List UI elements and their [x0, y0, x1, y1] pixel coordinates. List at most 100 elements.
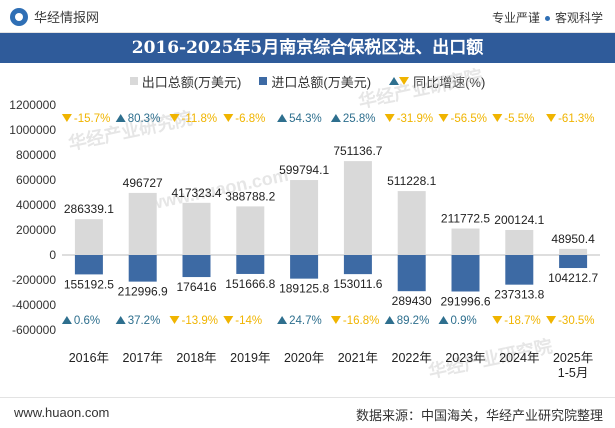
export-value-label: 417323.4	[171, 186, 221, 200]
footer-url[interactable]: www.huaon.com	[14, 405, 110, 420]
brand[interactable]: 华经情报网	[10, 7, 99, 26]
y-tick-label: 400000	[16, 198, 56, 212]
growth-down-icon	[61, 114, 72, 122]
import-value-label: 155192.5	[64, 277, 114, 291]
import-growth-label: -18.7%	[504, 315, 540, 327]
import-growth-label: 0.9%	[451, 315, 477, 327]
y-tick-label: -200000	[12, 273, 56, 287]
x-tick-label: 2018年	[176, 351, 216, 365]
export-bar	[236, 206, 265, 255]
legend-import-label: 进口总额(万美元)	[271, 74, 372, 90]
growth-down-icon	[223, 114, 234, 122]
y-tick-label: 1200000	[9, 98, 56, 112]
footer-source: 数据来源：中国海关，华经产业研究院整理	[355, 408, 603, 423]
import-value-label: 212996.9	[118, 285, 168, 299]
import-growth-label: 24.7%	[289, 315, 322, 327]
y-tick-label: -400000	[12, 298, 56, 312]
export-growth-label: 25.8%	[343, 113, 376, 125]
export-growth-label: -6.8%	[235, 113, 265, 125]
legend-growth-down-icon	[399, 77, 410, 85]
export-value-label: 211772.5	[441, 212, 490, 226]
export-bar	[505, 229, 534, 255]
import-bar	[559, 255, 588, 269]
import-value-label: 189125.8	[279, 282, 329, 296]
import-bar	[343, 255, 372, 275]
y-tick-label: 800000	[16, 148, 56, 162]
legend-export-swatch	[129, 77, 138, 85]
import-growth-label: -16.8%	[343, 315, 379, 327]
brand-name: 华经情报网	[34, 10, 100, 25]
y-tick-label: 0	[49, 248, 56, 262]
slogan-left: 专业严谨	[491, 11, 540, 25]
export-growth-label: -5.5%	[504, 113, 534, 125]
import-bar	[290, 255, 319, 279]
growth-up-icon	[438, 316, 449, 324]
growth-down-icon	[546, 316, 557, 324]
growth-down-icon	[492, 316, 503, 324]
import-growth-label: -14%	[235, 315, 262, 327]
y-tick-label: -600000	[12, 323, 56, 337]
growth-up-icon	[384, 316, 395, 324]
y-tick-label: 600000	[16, 173, 56, 187]
growth-up-icon	[61, 316, 72, 324]
export-value-label: 200124.1	[494, 213, 544, 227]
import-bar	[397, 255, 426, 292]
import-bar	[74, 255, 103, 275]
export-growth-label: 80.3%	[128, 113, 161, 125]
import-value-label: 176416	[176, 280, 216, 294]
import-value-label: 291996.6	[440, 294, 490, 308]
export-bar	[397, 191, 426, 255]
export-growth-label: -56.5%	[451, 113, 487, 125]
x-tick-label: 2022年	[392, 351, 432, 365]
growth-up-icon	[330, 114, 341, 122]
import-value-label: 151666.8	[225, 277, 275, 291]
growth-down-icon	[330, 316, 341, 324]
legend-export: 出口总额(万美元)	[129, 72, 242, 91]
export-value-label: 599794.1	[279, 163, 329, 177]
growth-down-icon	[384, 114, 395, 122]
export-bar	[559, 248, 588, 255]
legend-import-swatch	[259, 77, 268, 85]
import-growth-label: -13.9%	[182, 315, 218, 327]
y-tick-label: 200000	[16, 223, 56, 237]
import-growth-label: 37.2%	[128, 315, 161, 327]
x-tick-label: 2023年	[445, 351, 485, 365]
import-bar	[236, 255, 265, 274]
growth-up-icon	[277, 114, 288, 122]
import-value-label: 237313.8	[494, 288, 544, 302]
export-value-label: 286339.1	[64, 202, 114, 216]
slogan-right: 客观科学	[554, 11, 603, 25]
export-bar	[74, 219, 103, 255]
legend-import: 进口总额(万美元)	[259, 72, 371, 91]
growth-up-icon	[115, 316, 126, 324]
growth-down-icon	[223, 316, 234, 324]
export-bar	[343, 161, 372, 255]
growth-down-icon	[169, 114, 180, 122]
chart-svg: 华经产业研究院华经产业研究院www.huaon.com华经产业研究院120000…	[9, 65, 600, 382]
export-value-label: 751136.7	[333, 144, 382, 158]
export-value-label: 496727	[123, 176, 163, 190]
import-growth-label: 89.2%	[397, 315, 430, 327]
growth-down-icon	[438, 114, 449, 122]
legend-growth: 同比增速(%)	[389, 72, 485, 91]
brand-logo-icon	[10, 7, 28, 26]
y-tick-label: 1000000	[9, 123, 56, 137]
legend-growth-label: 同比增速(%)	[413, 74, 486, 90]
export-bar	[182, 202, 211, 255]
export-growth-label: -15.7%	[74, 113, 110, 125]
legend-export-label: 出口总额(万美元)	[141, 74, 242, 90]
export-value-label: 388788.2	[225, 189, 275, 203]
growth-down-icon	[546, 114, 557, 122]
slogan: 专业严谨 客观科学	[492, 9, 603, 26]
watermark-text: 华经产业研究院	[356, 65, 484, 112]
export-growth-label: -61.3%	[558, 113, 594, 125]
x-tick-label: 2025年	[553, 351, 593, 365]
import-value-label: 289430	[392, 294, 432, 308]
slogan-dot-icon	[544, 16, 550, 22]
top-bar: 华经情报网 专业严谨 客观科学	[0, 0, 615, 33]
growth-down-icon	[492, 114, 503, 122]
x-tick-label: 2017年	[123, 351, 163, 365]
x-tick-label: 2021年	[338, 351, 378, 365]
import-value-label: 104212.7	[548, 271, 598, 285]
x-tick-label: 2016年	[69, 351, 109, 365]
